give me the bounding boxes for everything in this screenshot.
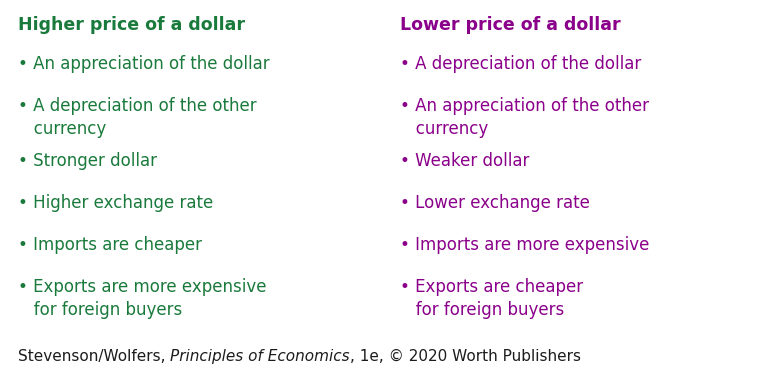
Text: • An appreciation of the dollar: • An appreciation of the dollar	[18, 55, 270, 73]
Text: • Exports are more expensive
   for foreign buyers: • Exports are more expensive for foreign…	[18, 278, 267, 319]
Text: • A depreciation of the other
   currency: • A depreciation of the other currency	[18, 97, 257, 138]
Text: • Imports are more expensive: • Imports are more expensive	[400, 236, 649, 254]
Text: • Exports are cheaper
   for foreign buyers: • Exports are cheaper for foreign buyers	[400, 278, 583, 319]
Text: • Weaker dollar: • Weaker dollar	[400, 152, 529, 170]
Text: • Imports are cheaper: • Imports are cheaper	[18, 236, 202, 254]
Text: Principles of Economics: Principles of Economics	[170, 349, 350, 364]
Text: Lower price of a dollar: Lower price of a dollar	[400, 16, 621, 34]
Text: • An appreciation of the other
   currency: • An appreciation of the other currency	[400, 97, 649, 138]
Text: Stevenson/Wolfers,: Stevenson/Wolfers,	[18, 349, 170, 364]
Text: • Stronger dollar: • Stronger dollar	[18, 152, 157, 170]
Text: Higher price of a dollar: Higher price of a dollar	[18, 16, 245, 34]
Text: • A depreciation of the dollar: • A depreciation of the dollar	[400, 55, 641, 73]
Text: • Lower exchange rate: • Lower exchange rate	[400, 194, 590, 212]
Text: , 1e, © 2020 Worth Publishers: , 1e, © 2020 Worth Publishers	[350, 349, 581, 364]
Text: • Higher exchange rate: • Higher exchange rate	[18, 194, 213, 212]
